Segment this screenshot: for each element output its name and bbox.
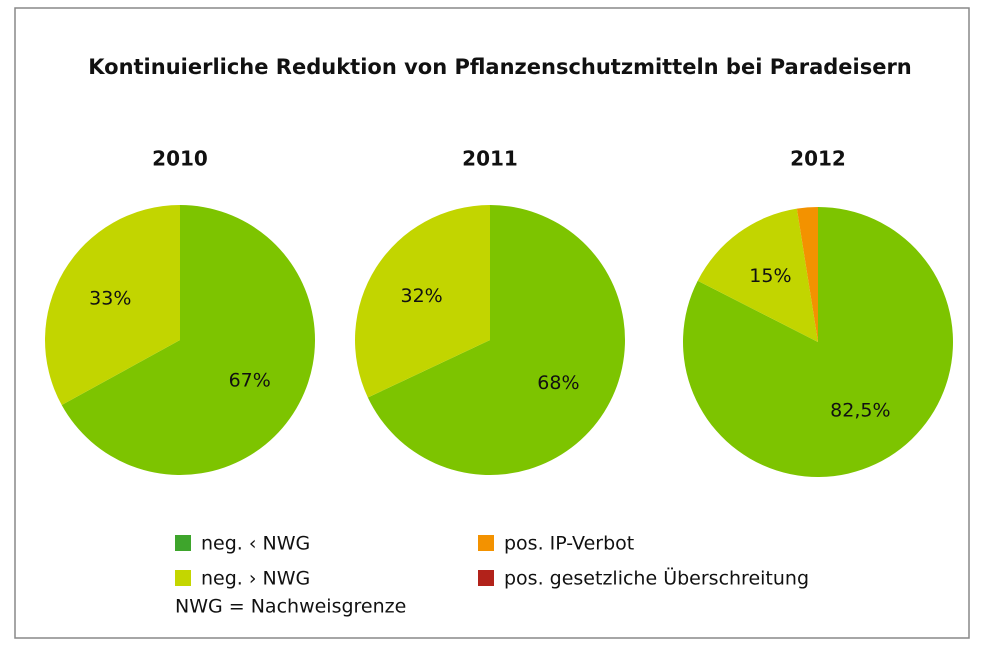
legend-label: neg. ‹ NWG <box>201 533 310 555</box>
legend-label: pos. IP-Verbot <box>504 533 634 555</box>
value-label: 15% <box>749 265 791 287</box>
pie-slice <box>697 208 818 342</box>
pie-title: 2011 <box>462 147 518 171</box>
pie-slice <box>61 205 316 476</box>
legend-swatch <box>478 535 494 551</box>
chart-title: Kontinuierliche Reduktion von Pflanzensc… <box>88 55 912 79</box>
pie-slice <box>354 204 490 398</box>
pie-slice <box>45 205 181 406</box>
note: NWG = Nachweisgrenze <box>175 596 406 618</box>
pie-title: 2012 <box>790 147 846 171</box>
legend-label: neg. › NWG <box>201 568 310 590</box>
legend-swatch <box>175 535 191 551</box>
value-label: 32% <box>400 285 442 307</box>
legend-swatch <box>175 570 191 586</box>
legend-swatch <box>478 570 494 586</box>
pie-title: 2010 <box>152 147 208 171</box>
value-label: 82,5% <box>830 400 890 422</box>
legend-label: pos. gesetzliche Überschreitung <box>504 567 809 590</box>
pie-slice <box>367 205 625 475</box>
value-label: 67% <box>229 370 271 392</box>
value-label: 33% <box>89 287 131 309</box>
pie-slice <box>796 207 818 342</box>
value-label: 68% <box>537 372 579 394</box>
